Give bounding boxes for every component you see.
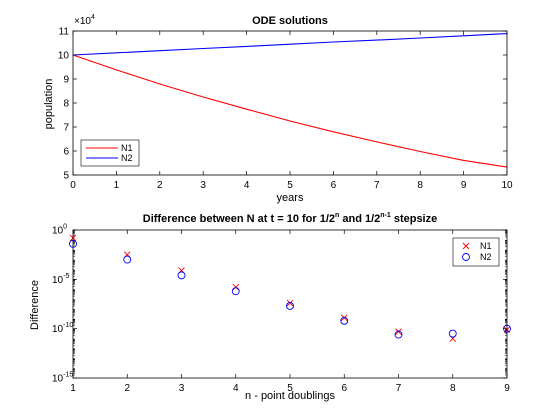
point-n2 [448, 329, 457, 338]
top-xtick-label: 2 [157, 180, 163, 191]
bottom-legend-box [452, 237, 500, 267]
top-xlabel: years [277, 192, 304, 204]
point-n2 [394, 330, 403, 339]
top-xtick-label: 3 [200, 180, 206, 191]
bottom-legend-label-n2: N2 [480, 252, 492, 262]
point-n1 [340, 314, 348, 322]
bottom-xtick-label: 4 [233, 383, 239, 394]
ode-solutions-plot: ODE solutions ×104 population years 0 1 2 3… [43, 14, 513, 204]
legend-marker-n1 [462, 242, 470, 250]
legend-marker-n2 [462, 253, 470, 261]
top-legend-label-n1: N1 [121, 143, 133, 153]
top-xtick-label: 6 [331, 180, 337, 191]
top-xtick-label: 4 [244, 180, 250, 191]
top-ytick-label: 10 [58, 51, 70, 62]
bottom-ytick-label: 10-15 [52, 372, 73, 385]
bottom-xtick-label: 6 [341, 383, 347, 394]
point-n2 [340, 316, 349, 325]
bottom-xtick-label: 2 [124, 383, 130, 394]
bottom-xlabel: n - point doublings [245, 390, 335, 402]
top-xtick-label: 5 [287, 180, 293, 191]
bottom-legend-label-n1: N1 [480, 241, 492, 251]
point-n2 [177, 271, 186, 280]
top-ytick-label: 11 [59, 27, 70, 38]
top-xtick-label: 1 [114, 180, 120, 191]
top-xtick-label: 9 [461, 180, 467, 191]
top-ytick-label: 6 [63, 147, 69, 158]
bottom-xtick-label: 5 [287, 383, 293, 394]
bottom-legend: N1 N2 [452, 237, 500, 267]
bottom-xtick-label: 9 [504, 383, 510, 394]
bottom-title: Difference between N at t = 10 for 1/2n … [143, 212, 437, 225]
bottom-xtick-label: 3 [179, 383, 185, 394]
top-axes-box [72, 30, 508, 176]
bottom-ytick-label: 10-5 [52, 273, 69, 286]
top-ytick-label: 9 [63, 75, 69, 86]
series-line-n2 [72, 33, 508, 56]
top-xtick-label: 8 [417, 180, 423, 191]
bottom-xtick-label: 8 [450, 383, 456, 394]
point-n1 [395, 328, 402, 335]
top-xtick-label: 0 [70, 180, 76, 191]
top-ylabel: population [43, 79, 55, 130]
point-n1 [286, 299, 294, 307]
top-legend-box [80, 139, 140, 167]
top-axis-multiplier: ×104 [74, 14, 95, 27]
top-xtick-label: 10 [501, 180, 513, 191]
bottom-axes-box [72, 229, 508, 379]
bottom-xtick-label: 7 [396, 383, 402, 394]
top-ytick-label: 7 [63, 123, 69, 134]
bottom-xtick-label: 1 [70, 383, 76, 394]
top-axis-multiplier-exponent: 4 [91, 14, 95, 21]
difference-plot: Difference between N at t = 10 for 1/2n … [29, 212, 511, 402]
top-legend: N1 N2 [80, 139, 140, 167]
point-n2 [123, 255, 132, 264]
top-ytick-label: 8 [63, 99, 69, 110]
bottom-ylabel: Difference [29, 280, 41, 330]
top-ytick-label: 5 [63, 171, 69, 182]
top-xtick-label: 7 [374, 180, 380, 191]
top-title: ODE solutions [252, 15, 328, 27]
series-line-n1 [72, 54, 508, 168]
bottom-ytick-label: 10-10 [52, 322, 73, 335]
point-n2 [231, 287, 240, 296]
top-legend-label-n2: N2 [121, 153, 133, 163]
point-n2 [286, 302, 294, 310]
bottom-ytick-label: 100 [52, 224, 67, 237]
